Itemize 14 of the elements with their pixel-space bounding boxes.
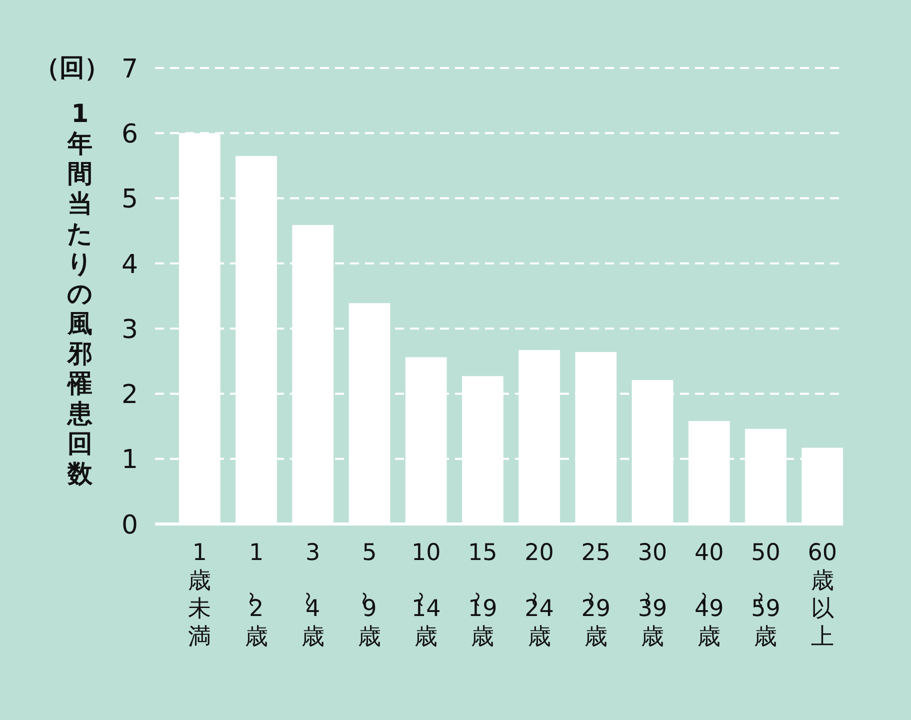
x-tick-label: 3～4歳 bbox=[295, 540, 324, 650]
y-tick-label: 6 bbox=[121, 120, 138, 150]
y-tick-label: 7 bbox=[121, 54, 138, 84]
text: （回） bbox=[34, 53, 110, 82]
x-tick-label: 1歳未満 bbox=[188, 540, 212, 650]
y-tick-label: 1 bbox=[121, 445, 138, 476]
x-tick-label: 60歳以上 bbox=[808, 540, 837, 650]
y-tick-label: 5 bbox=[121, 184, 138, 215]
y-tick-label: 0 bbox=[121, 510, 138, 540]
y-tick-label: 2 bbox=[121, 380, 138, 410]
text: 1年間当たりの風邪罹患回数 bbox=[67, 99, 93, 488]
x-tick-label: 1～2歳 bbox=[238, 540, 268, 650]
y-tick-label: 3 bbox=[121, 314, 138, 345]
y-tick-label: 4 bbox=[121, 250, 138, 280]
